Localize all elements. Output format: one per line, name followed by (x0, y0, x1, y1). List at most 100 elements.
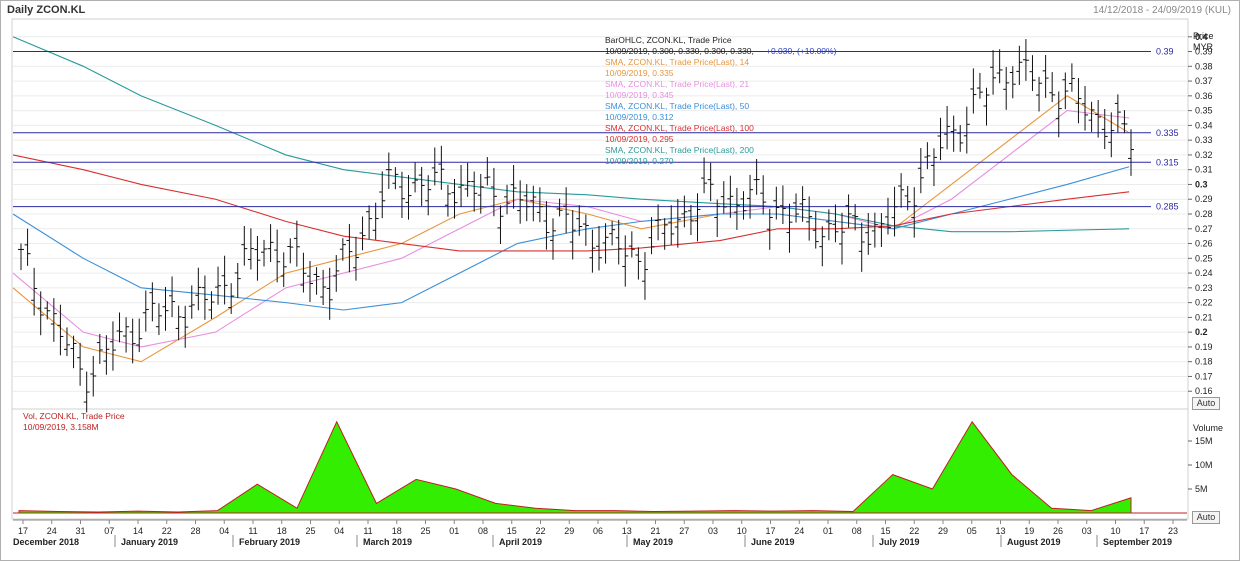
x-tick-label: 29 (564, 526, 574, 536)
ohlc-bar (464, 162, 471, 197)
ohlc-bar (773, 186, 780, 220)
ohlc-bar (352, 236, 359, 281)
ohlc-bar (904, 185, 911, 211)
ohlc-bar (582, 214, 589, 246)
ohlc-bar (648, 217, 655, 255)
legend-sma14-name: SMA, ZCON.KL, Trade Price(Last), 14 (605, 57, 749, 67)
x-tick-label: 17 (1139, 526, 1149, 536)
x-tick-label: 22 (535, 526, 545, 536)
ohlc-bar (635, 247, 642, 280)
ohlc-bar (536, 187, 543, 223)
ohlc-bar (589, 229, 596, 273)
price-tick-label: 0.18 (1195, 357, 1213, 367)
ohlc-bar (346, 223, 353, 273)
sma-line-3 (12, 166, 1130, 311)
ohlc-bar (504, 184, 511, 215)
ohlc-bar (510, 165, 517, 209)
x-tick-label: 10 (1110, 526, 1120, 536)
ohlc-bar (1114, 94, 1121, 133)
ohlc-bar (779, 185, 786, 225)
ohlc-bar (1036, 76, 1043, 112)
price-tick-label: 0.33 (1195, 135, 1213, 145)
ohlc-bar (458, 165, 465, 208)
ohlc-bar (31, 267, 38, 316)
ohlc-bar (1101, 108, 1108, 150)
price-tick-label: 0.16 (1195, 386, 1213, 396)
price-tick-label: 0.35 (1195, 106, 1213, 116)
ohlc-bar (996, 49, 1003, 84)
ohlc-bar (990, 50, 997, 95)
ohlc-bar (655, 204, 662, 241)
ohlc-bar (385, 152, 392, 189)
ohlc-bar (924, 142, 931, 170)
ohlc-bar (267, 224, 274, 263)
x-tick-label: 31 (75, 526, 85, 536)
price-tick-label: 0.3 (1195, 179, 1208, 189)
ohlc-bar (884, 197, 891, 235)
month-label: July 2019 (879, 537, 920, 547)
price-tick-label: 0.2 (1195, 327, 1208, 337)
price-tick-label: 0.19 (1195, 342, 1213, 352)
legend-bar-name: BarOHLC, ZCON.KL, Trade Price (605, 35, 732, 45)
price-tick-label: 0.36 (1195, 91, 1213, 101)
ohlc-bar (733, 187, 740, 230)
price-tick-label: 0.17 (1195, 371, 1213, 381)
x-tick-label: 24 (794, 526, 804, 536)
ohlc-bar (858, 222, 865, 272)
ohlc-bar (543, 201, 550, 250)
volume-tick-label: 5M (1195, 484, 1208, 494)
ohlc-bar (674, 199, 681, 248)
ohlc-bar (957, 125, 964, 152)
ohlc-bar (451, 178, 458, 219)
auto-scale-price-button[interactable]: Auto (1192, 397, 1220, 410)
x-tick-label: 17 (18, 526, 28, 536)
x-tick-label: 14 (133, 526, 143, 536)
price-tick-label: 0.23 (1195, 283, 1213, 293)
x-tick-label: 15 (880, 526, 890, 536)
x-tick-label: 06 (593, 526, 603, 536)
legend-sma200-value: 10/09/2019, 0.270 (605, 156, 674, 166)
ohlc-bar (1009, 66, 1016, 99)
sma-line-4 (12, 154, 1130, 252)
ohlc-bar (609, 221, 616, 246)
ohlc-bar (839, 212, 846, 265)
ohlc-bar (418, 166, 425, 206)
x-tick-label: 08 (478, 526, 488, 536)
price-tick-label: 0.26 (1195, 239, 1213, 249)
ohlc-bar (287, 238, 294, 264)
x-tick-label: 25 (420, 526, 430, 536)
auto-scale-volume-button[interactable]: Auto (1192, 511, 1220, 524)
ohlc-bar (83, 371, 90, 413)
ohlc-bar (937, 117, 944, 161)
ohlc-bar (372, 202, 379, 240)
ohlc-bar (1062, 72, 1069, 110)
ohlc-bar (333, 255, 340, 292)
price-tick-label: 0.39 (1195, 47, 1213, 57)
ohlc-bar (123, 317, 130, 353)
volume-tick-label: 10M (1195, 460, 1213, 470)
x-tick-label: 27 (679, 526, 689, 536)
ohlc-bar (556, 198, 563, 217)
ohlc-bar (109, 321, 116, 371)
ohlc-bar (911, 187, 918, 238)
price-tick-label: 0.37 (1195, 76, 1213, 86)
chart-title: Daily ZCON.KL (7, 4, 86, 16)
ohlc-bar (832, 204, 839, 243)
ohlc-bar (1068, 63, 1075, 92)
x-tick-label: 17 (765, 526, 775, 536)
price-tick-label: 0.22 (1195, 298, 1213, 308)
ohlc-bar (103, 335, 110, 375)
ohlc-bar (57, 304, 64, 356)
ohlc-bar (306, 260, 313, 303)
ohlc-bar (50, 298, 57, 342)
ohlc-bar (90, 356, 97, 397)
month-label: June 2019 (751, 537, 795, 547)
ohlc-bar (720, 181, 727, 214)
x-tick-label: 01 (449, 526, 459, 536)
ohlc-bar (602, 223, 609, 264)
x-tick-label: 08 (852, 526, 862, 536)
ohlc-bar (517, 180, 524, 224)
legend-bar-values: 10/09/2019, 0.300, 0.330, 0.300, 0.330, (605, 46, 754, 56)
month-label: February 2019 (239, 537, 300, 547)
